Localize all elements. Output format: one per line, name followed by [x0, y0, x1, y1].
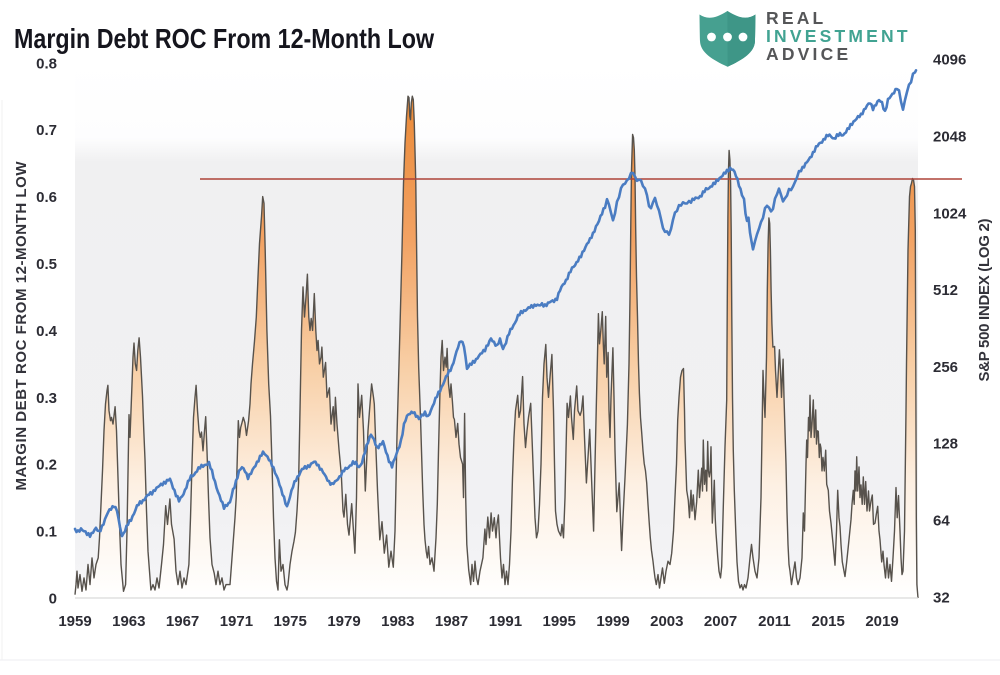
svg-text:2015: 2015 — [812, 613, 845, 630]
svg-text:0: 0 — [49, 591, 57, 608]
svg-text:128: 128 — [933, 436, 958, 453]
svg-text:1024: 1024 — [933, 205, 967, 222]
svg-text:1959: 1959 — [58, 613, 91, 630]
svg-text:4096: 4096 — [933, 52, 966, 69]
svg-text:0.6: 0.6 — [36, 189, 57, 206]
svg-text:ADVICE: ADVICE — [766, 44, 851, 64]
svg-text:1995: 1995 — [543, 613, 576, 630]
svg-text:1963: 1963 — [112, 613, 145, 630]
svg-text:1987: 1987 — [435, 613, 468, 630]
svg-text:2048: 2048 — [933, 129, 966, 146]
svg-text:1975: 1975 — [274, 613, 307, 630]
svg-text:0.8: 0.8 — [36, 55, 57, 72]
svg-text:0.4: 0.4 — [36, 323, 58, 340]
svg-text:2007: 2007 — [704, 613, 737, 630]
svg-text:256: 256 — [933, 359, 958, 376]
svg-text:0.2: 0.2 — [36, 457, 57, 474]
svg-text:INVESTMENT: INVESTMENT — [766, 26, 911, 46]
svg-text:2003: 2003 — [650, 613, 683, 630]
svg-text:64: 64 — [933, 513, 950, 530]
svg-text:0.3: 0.3 — [36, 390, 57, 407]
svg-text:0.5: 0.5 — [36, 256, 57, 273]
svg-text:1999: 1999 — [596, 613, 629, 630]
svg-text:2019: 2019 — [865, 613, 898, 630]
svg-text:S&P 500 INDEX (LOG 2): S&P 500 INDEX (LOG 2) — [976, 219, 993, 382]
svg-text:0.1: 0.1 — [36, 524, 57, 541]
svg-text:2011: 2011 — [758, 613, 791, 630]
svg-text:1971: 1971 — [220, 613, 253, 630]
svg-text:1991: 1991 — [489, 613, 522, 630]
svg-text:1967: 1967 — [166, 613, 199, 630]
svg-text:1979: 1979 — [327, 613, 360, 630]
svg-text:512: 512 — [933, 282, 958, 299]
svg-text:32: 32 — [933, 589, 950, 606]
svg-text:0.7: 0.7 — [36, 122, 57, 139]
svg-text:MARGIN DEBT ROC FROM 12-MONTH: MARGIN DEBT ROC FROM 12-MONTH LOW — [13, 161, 30, 491]
svg-text:1983: 1983 — [381, 613, 414, 630]
svg-text:REAL: REAL — [766, 8, 826, 28]
